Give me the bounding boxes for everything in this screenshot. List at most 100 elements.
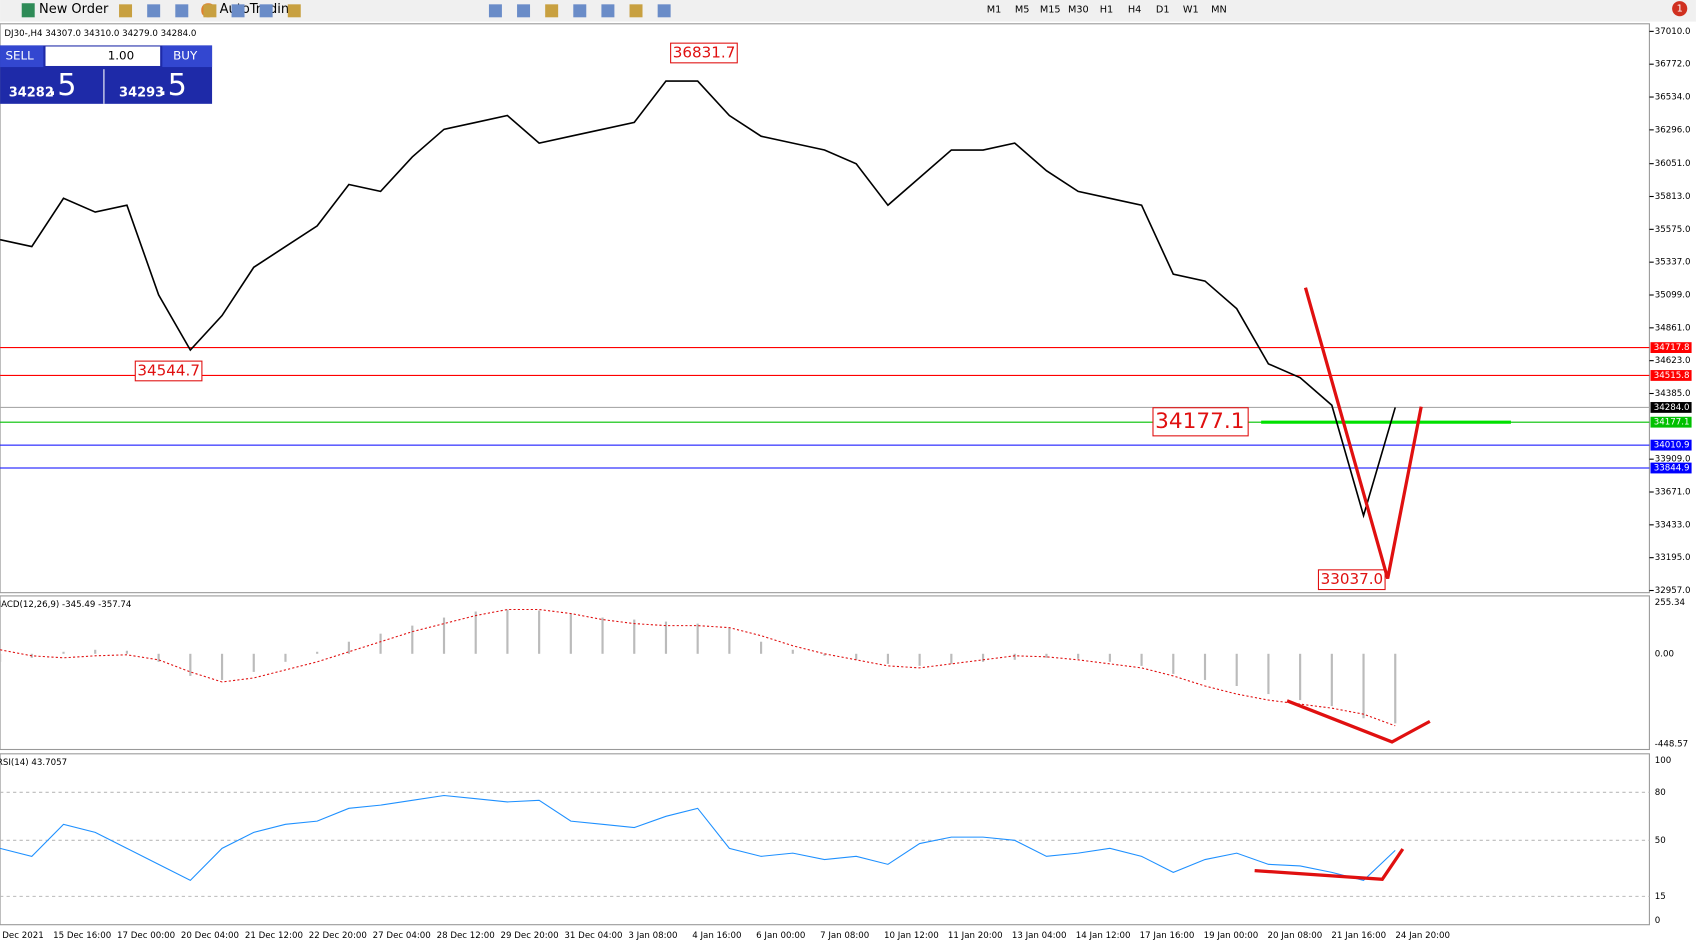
macd-tick-label: 0.00 (1655, 649, 1674, 659)
sell-pips[interactable]: .5 (48, 68, 77, 103)
level-tag (1650, 402, 1692, 413)
level-tag (1650, 462, 1692, 474)
x-tick-label: 17 Jan 16:00 (1140, 931, 1195, 941)
level-label: 34717.8 (1654, 343, 1690, 353)
timeframe-button[interactable]: M15 (1040, 5, 1061, 16)
rsi-tick-label: 0 (1655, 916, 1661, 926)
x-tick-label: 13 Jan 04:00 (1012, 931, 1067, 941)
buy-label[interactable]: BUY (173, 49, 198, 63)
timeframe-button[interactable]: M30 (1068, 5, 1089, 16)
rsi-tick-label: 100 (1655, 756, 1672, 766)
tool-icon[interactable] (175, 4, 189, 18)
sell-button[interactable] (0, 45, 44, 68)
x-tick-label: 6 Jan 00:00 (756, 931, 805, 941)
timeframe-button[interactable]: H4 (1128, 5, 1142, 16)
macd-title: MACD(12,26,9) -345.49 -357.74 (0, 600, 132, 610)
trade-panel: SELL 1.00 BUY 34282 .5 34293 .5 (0, 45, 213, 104)
y-tick-label: 33671.0 (1655, 488, 1691, 498)
y-tick-label: 36296.0 (1655, 125, 1691, 135)
buy-button[interactable] (162, 45, 213, 68)
x-tick-label: 20 Dec 04:00 (181, 931, 239, 941)
tool-icon[interactable] (147, 4, 161, 18)
timeframe-button[interactable]: W1 (1183, 5, 1199, 16)
y-tick-label: 34861.0 (1655, 323, 1691, 333)
rsi-title: RSI(14) 43.7057 (0, 758, 67, 768)
rsi-arrow (1254, 848, 1405, 881)
y-tick-label: 34623.0 (1655, 356, 1691, 366)
level-label: 34284.0 (1654, 403, 1690, 413)
tool-icon[interactable] (601, 4, 615, 18)
new-order-icon[interactable] (21, 3, 35, 18)
annotation-box (134, 360, 203, 382)
tool-icon[interactable] (287, 4, 301, 18)
y-tick-label: 36534.0 (1655, 93, 1691, 103)
annotation: 34544.7 (137, 361, 200, 379)
timeframe-button[interactable]: M5 (1015, 5, 1030, 16)
tool-icon[interactable] (488, 4, 502, 18)
x-tick-label: 28 Dec 12:00 (437, 931, 495, 941)
macd-pane (0, 595, 1650, 751)
volume-input[interactable] (45, 46, 161, 66)
x-tick-label: 29 Dec 20:00 (501, 931, 559, 941)
level-tag (1650, 342, 1692, 353)
tool-icon[interactable] (231, 4, 245, 18)
y-tick-label: 36051.0 (1655, 159, 1691, 169)
x-tick-label: 15 Dec 16:00 (53, 931, 111, 941)
tool-icon[interactable] (573, 4, 587, 18)
sell-label[interactable]: SELL (5, 49, 34, 63)
volume[interactable]: 1.00 (108, 49, 134, 63)
rsi-line (0, 794, 1396, 882)
macd-arrow (1286, 699, 1431, 744)
level-tag (1650, 416, 1692, 428)
timeframe-button[interactable]: H1 (1100, 5, 1114, 16)
x-tick-label: 4 Jan 16:00 (692, 931, 741, 941)
arrows (1254, 287, 1431, 881)
y-tick-label: 33909.0 (1655, 455, 1691, 465)
x-tick-label: 7 Jan 08:00 (820, 931, 869, 941)
x-tick-label: 14 Jan 12:00 (1076, 931, 1131, 941)
level-label: 33844.9 (1654, 464, 1690, 474)
x-tick-label: 11 Jan 20:00 (948, 931, 1003, 941)
y-tick-label: 35099.0 (1655, 291, 1691, 301)
level-label: 34010.9 (1654, 441, 1690, 451)
annotation-box (670, 42, 738, 64)
annotation: 33037.0 (1321, 570, 1384, 588)
level-tag (1650, 439, 1692, 451)
level-label: 34177.1 (1654, 418, 1690, 428)
x-tick-label: 17 Dec 00:00 (117, 931, 175, 941)
y-tick-label: 35337.0 (1655, 258, 1691, 268)
tool-icon[interactable] (259, 4, 273, 18)
x-tick-label: 21 Jan 16:00 (1331, 931, 1386, 941)
tool-icon[interactable] (545, 4, 559, 18)
buy-price[interactable]: 34293 (119, 86, 164, 101)
x-tick-label: 31 Dec 04:00 (564, 931, 622, 941)
price-line (0, 80, 1397, 519)
price-pane (0, 23, 1650, 594)
toolbar (0, 0, 1696, 22)
chart-title: DJ30-,H4 34307.0 34310.0 34279.0 34284.0 (4, 29, 196, 39)
x-tick-label: 10 Jan 12:00 (884, 931, 939, 941)
level-label: 34515.8 (1654, 371, 1690, 381)
x-tick-label: 21 Dec 12:00 (245, 931, 303, 941)
tool-icon[interactable] (629, 4, 643, 18)
x-tick-label: 22 Dec 20:00 (309, 931, 367, 941)
tool-icon[interactable] (657, 4, 671, 18)
notification-badge[interactable] (1672, 1, 1688, 17)
badge-text: 1 (1677, 4, 1683, 15)
x-tick-label: 19 Jan 00:00 (1204, 931, 1259, 941)
tool-icon[interactable] (119, 4, 133, 18)
tool-icon[interactable] (517, 4, 531, 18)
autotrading-button[interactable]: AutoTrading (220, 2, 298, 17)
timeframe-button[interactable]: M1 (987, 5, 1002, 16)
y-tick-label: 35813.0 (1655, 192, 1691, 202)
new-order-button[interactable]: New Order (39, 2, 109, 17)
tool-icon[interactable] (203, 4, 217, 18)
buy-pips[interactable]: .5 (158, 68, 187, 103)
timeframe-button[interactable]: MN (1211, 5, 1227, 16)
annotation: 36831.7 (673, 43, 736, 61)
x-tick-label: 20 Jan 08:00 (1268, 931, 1323, 941)
sell-price[interactable]: 34282 (9, 86, 54, 101)
macd-tick-label: 255.34 (1655, 598, 1686, 608)
timeframe-button[interactable]: D1 (1156, 5, 1170, 16)
